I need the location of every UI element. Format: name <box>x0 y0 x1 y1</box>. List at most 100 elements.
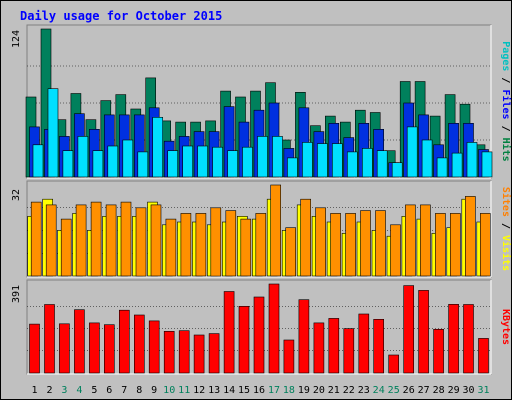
bar-kbytes-day-9 <box>148 320 160 374</box>
bar-kbytes-day-11 <box>178 330 190 374</box>
x-tick-label: 22 <box>343 385 355 396</box>
bar-kbytes-day-8 <box>134 314 145 374</box>
y-axis-max-label: 124 <box>11 30 22 48</box>
bar-pages-day-30 <box>466 142 478 178</box>
bar-kbytes-day-21 <box>328 318 340 374</box>
bar-kbytes-day-7 <box>119 309 130 374</box>
x-tick-label: 11 <box>178 385 190 396</box>
bar-sites-day-7 <box>120 201 132 277</box>
legend-entry: Pages <box>500 41 511 71</box>
bar-pages-day-11 <box>182 145 193 178</box>
panel-legend: KBytes <box>500 309 511 345</box>
x-tick-label: 5 <box>91 385 97 396</box>
bar-kbytes-day-2 <box>44 304 55 374</box>
bar-kbytes-day-16 <box>253 296 265 374</box>
bar-pages-day-21 <box>331 143 343 178</box>
bar-kbytes-day-1 <box>29 323 40 374</box>
chart-title: Daily usage for October 2015 <box>20 9 222 23</box>
bar-pages-day-16 <box>257 136 268 178</box>
bar-sites-day-22 <box>345 213 356 277</box>
bar-pages-day-26 <box>406 126 418 178</box>
panel-legend: Pages / Files / Hits <box>500 41 512 161</box>
bar-kbytes-day-3 <box>59 323 70 374</box>
x-tick-label: 6 <box>106 385 112 396</box>
bar-sites-day-18 <box>285 227 297 277</box>
bar-pages-day-25 <box>391 162 403 178</box>
x-tick-label: 18 <box>283 385 295 396</box>
x-tick-label: 24 <box>373 385 385 396</box>
bar-pages-day-29 <box>451 152 463 178</box>
bar-sites-day-30 <box>464 196 476 277</box>
bar-kbytes-day-27 <box>418 290 429 374</box>
x-tick-label: 2 <box>46 385 52 396</box>
bar-sites-day-31 <box>479 213 491 277</box>
x-tick-label: 26 <box>403 385 415 396</box>
bar-pages-day-14 <box>227 150 238 178</box>
x-tick-label: 4 <box>76 385 82 396</box>
bar-pages-day-19 <box>302 142 313 178</box>
bar-pages-day-20 <box>317 143 328 178</box>
bar-kbytes-day-12 <box>193 334 205 374</box>
x-tick-label: 10 <box>163 385 175 396</box>
bar-pages-day-13 <box>212 146 223 178</box>
bar-pages-day-5 <box>92 150 104 178</box>
bar-sites-day-9 <box>150 204 162 277</box>
bar-pages-day-31 <box>481 151 493 178</box>
panel-visits-sites: 32 Sites / Visits <box>11 180 512 278</box>
bar-pages-day-22 <box>346 151 358 178</box>
bar-pages-day-27 <box>421 139 433 178</box>
x-tick-label: 30 <box>462 385 474 396</box>
bar-pages-day-3 <box>62 150 74 178</box>
panel-hits-files-pages: 124 Pages / Files / Hits <box>11 24 512 179</box>
legend-entry: / <box>500 71 511 89</box>
bar-sites-day-8 <box>135 207 147 277</box>
bar-sites-day-26 <box>405 204 416 277</box>
bar-kbytes-day-14 <box>223 291 235 374</box>
bar-sites-day-5 <box>90 201 102 277</box>
bar-pages-day-2 <box>47 88 59 178</box>
bar-kbytes-day-22 <box>343 328 355 374</box>
legend-entry: KBytes <box>500 309 511 345</box>
bar-sites-day-25 <box>390 224 401 277</box>
bar-kbytes-day-5 <box>89 322 100 374</box>
x-tick-label: 27 <box>418 385 430 396</box>
bar-sites-day-15 <box>240 218 252 277</box>
bar-pages-day-7 <box>122 139 134 178</box>
x-tick-label: 29 <box>448 385 460 396</box>
bar-pages-day-17 <box>272 136 283 178</box>
panel-kbytes: 391 KBytes <box>11 279 511 375</box>
bar-kbytes-day-13 <box>208 333 220 374</box>
y-axis-max-label: 32 <box>11 189 22 201</box>
y-axis-max-label: 391 <box>11 285 22 303</box>
series-pages <box>32 88 493 178</box>
bar-sites-day-3 <box>60 218 72 277</box>
series-kbytes <box>29 283 489 374</box>
bar-sites-day-4 <box>75 204 87 277</box>
x-tick-label: 7 <box>121 385 127 396</box>
bar-kbytes-day-28 <box>433 328 444 374</box>
bar-pages-day-10 <box>167 150 178 178</box>
legend-entry: / <box>500 217 511 235</box>
series-sites <box>30 184 491 277</box>
bar-pages-day-18 <box>287 157 298 178</box>
bar-kbytes-day-4 <box>74 309 85 374</box>
bar-kbytes-day-31 <box>478 338 489 374</box>
bar-sites-day-19 <box>300 198 312 277</box>
bar-sites-day-14 <box>225 210 237 277</box>
bar-pages-day-28 <box>436 157 448 178</box>
bar-sites-day-11 <box>180 213 192 277</box>
bar-kbytes-day-23 <box>358 313 370 374</box>
x-tick-label: 1 <box>31 385 37 396</box>
bar-pages-day-15 <box>242 146 253 178</box>
x-tick-label: 8 <box>136 385 142 396</box>
bar-sites-day-2 <box>45 204 57 277</box>
panel-legend: Sites / Visits <box>500 187 512 271</box>
legend-entry: / <box>500 120 511 138</box>
x-tick-label: 14 <box>223 385 235 396</box>
x-tick-label: 16 <box>253 385 265 396</box>
bar-kbytes-day-17 <box>268 283 280 374</box>
bar-sites-day-20 <box>315 207 326 277</box>
bar-kbytes-day-15 <box>238 305 250 374</box>
